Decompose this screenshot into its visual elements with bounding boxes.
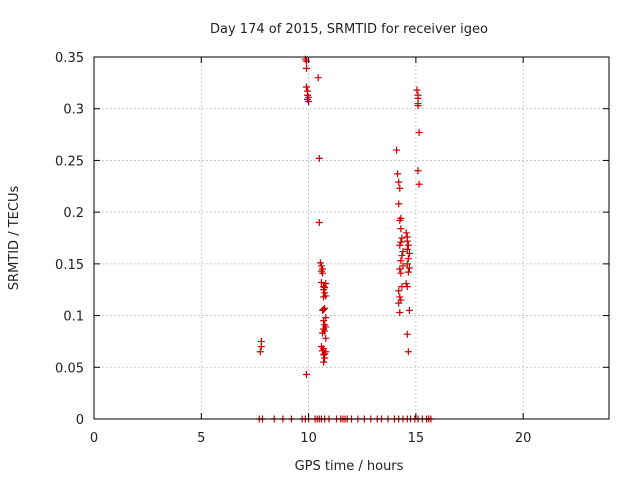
data-point: [415, 129, 423, 137]
data-point: [393, 146, 401, 154]
data-point: [320, 305, 328, 313]
data-point: [396, 308, 404, 316]
axis-ticks: [93, 56, 609, 420]
data-point: [414, 167, 422, 175]
data-point: [415, 180, 423, 188]
x-axis-label: GPS time / hours: [295, 459, 404, 474]
data-point: [302, 64, 310, 72]
y-tick-label: 0.05: [55, 361, 84, 376]
grid-lines: [94, 57, 609, 419]
data-point: [320, 286, 328, 294]
tick-labels: 0 5 10 15 20 0 0.05 0.1 0.15 0.2 0.25 0.3 0.35: [55, 51, 531, 446]
data-point: [316, 259, 324, 267]
x-tick-label: 0: [90, 431, 98, 446]
data-point: [397, 257, 405, 265]
data-point: [322, 280, 330, 288]
data-point: [321, 289, 329, 297]
y-axis-label: SRMTID / TECUs: [7, 186, 22, 291]
data-point: [399, 247, 407, 255]
data-point: [322, 334, 330, 342]
data-point: [395, 287, 403, 295]
y-tick-label: 0.25: [55, 154, 84, 169]
plot-frame: [93, 56, 610, 420]
data-point: [322, 292, 330, 300]
data-point: [396, 241, 404, 249]
data-point: [396, 184, 404, 192]
data-point: [402, 229, 410, 237]
data-point: [320, 317, 328, 325]
data-point: [305, 93, 313, 101]
data-point: [396, 265, 404, 273]
data-point: [397, 225, 405, 233]
data-point: [404, 348, 412, 356]
data-point: [319, 269, 327, 277]
data-point: [320, 358, 328, 366]
data-point: [319, 306, 327, 314]
data-point: [402, 280, 410, 288]
data-point: [302, 83, 310, 91]
data-point: [399, 262, 407, 270]
data-point: [397, 238, 405, 246]
data-point: [403, 237, 411, 245]
data-point: [302, 371, 310, 379]
data-point: [405, 306, 413, 314]
data-point: [398, 234, 406, 242]
data-point: [404, 268, 412, 276]
chart-title: Day 174 of 2015, SRMTID for receiver ige…: [210, 22, 488, 37]
data-point: [395, 200, 403, 208]
y-tick-label: 0.2: [63, 206, 84, 221]
y-tick-label: 0: [76, 413, 84, 428]
data-point: [395, 178, 403, 186]
y-tick-label: 0.3: [63, 103, 84, 118]
y-tick-label: 0.35: [55, 51, 84, 66]
data-point: [396, 216, 404, 224]
data-point: [404, 241, 412, 249]
x-tick-label: 10: [300, 431, 317, 446]
data-point: [405, 264, 413, 272]
y-tick-label: 0.15: [55, 258, 84, 273]
y-tick-label: 0.1: [63, 310, 84, 325]
x-tick-label: 20: [515, 431, 532, 446]
data-point: [403, 330, 411, 338]
data-point: [398, 252, 406, 260]
data-point: [396, 293, 404, 301]
data-point: [395, 299, 403, 307]
data-point: [322, 348, 330, 356]
data-point: [403, 283, 411, 291]
data-point: [257, 343, 265, 351]
data-point: [404, 255, 412, 263]
data-point: [317, 278, 325, 286]
data-point: [397, 269, 405, 277]
data-point: [319, 329, 327, 337]
data-point: [403, 245, 411, 253]
data-point: [314, 74, 322, 82]
data-point: [321, 354, 329, 362]
data-point: [403, 260, 411, 268]
data-point: [414, 102, 422, 110]
data-point: [315, 154, 323, 162]
data-point: [405, 250, 413, 258]
x-tick-label: 15: [408, 431, 425, 446]
data-point: [315, 218, 323, 226]
x-tick-label: 5: [197, 431, 205, 446]
data-point: [394, 170, 402, 178]
data-point: [413, 86, 421, 94]
data-point: [256, 348, 264, 356]
